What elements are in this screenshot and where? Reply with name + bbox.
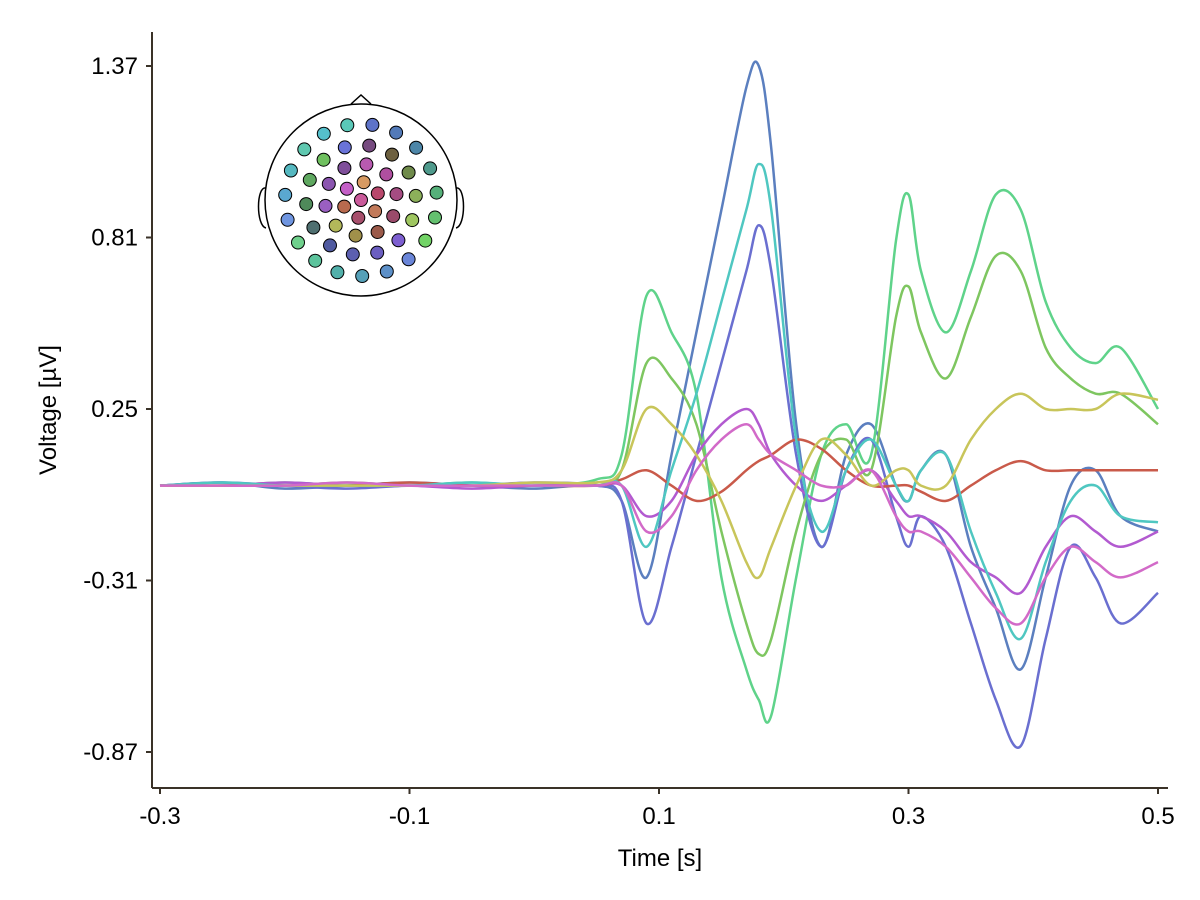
electrode-dot [348, 228, 363, 243]
electrode-dot [328, 218, 343, 233]
electrode-dot [302, 172, 317, 187]
electrode-dot [428, 210, 442, 225]
electrode-dot [418, 233, 433, 248]
electrode-dot [379, 167, 394, 182]
series-line [159, 407, 1159, 596]
x-axis-title: Time [s] [618, 845, 702, 872]
electrode-dot [339, 181, 354, 196]
head-right-ear [455, 187, 465, 229]
electrode-dot [429, 185, 444, 200]
electrode-dot [391, 233, 406, 248]
electrode-dot [297, 142, 312, 157]
electrode-dot [408, 188, 423, 203]
electrode-dot [291, 235, 305, 250]
x-ticks: -0.3 -0.1 0.1 0.3 0.5 [139, 788, 1175, 830]
electrode-dot [278, 187, 293, 202]
electrode-dot [401, 252, 416, 267]
electrode-dot [365, 117, 380, 132]
y-tick-label: 1.37 [91, 53, 138, 80]
electrode-dot [386, 209, 401, 224]
electrode-dot [337, 161, 352, 175]
electrode-dot [299, 197, 314, 212]
electrode-dot [340, 118, 355, 133]
x-tick-label: 0.3 [892, 803, 925, 830]
y-axis-title: Voltage [µV] [35, 345, 62, 475]
electrode-dot [351, 210, 366, 225]
series-line [159, 423, 1159, 626]
electrode-dot [401, 165, 416, 180]
electrodes [278, 117, 444, 283]
series-lines [159, 60, 1160, 749]
y-tick-label: 0.81 [91, 225, 138, 252]
electrode-dot [370, 186, 385, 201]
electrode-dot [337, 199, 352, 214]
electrode-dot [370, 225, 385, 239]
electrode-dot [368, 204, 383, 219]
series-line [159, 60, 1159, 671]
x-tick-label: -0.3 [139, 803, 180, 830]
electrode-dot [280, 212, 295, 227]
electrode-dot [330, 265, 345, 280]
electrode-dot [379, 264, 394, 279]
electrode-dot [370, 245, 385, 260]
electrode-dot [308, 253, 323, 268]
electrode-dot [283, 163, 298, 178]
head-left-ear [257, 187, 267, 229]
electrode-dot [389, 125, 404, 140]
topomap-inset [257, 93, 465, 297]
electrode-dot [389, 187, 404, 202]
electrode-dot [356, 175, 371, 190]
electrode-dot [306, 220, 321, 235]
electrode-dot [405, 213, 420, 228]
electrode-dot [323, 238, 337, 253]
x-tick-label: 0.5 [1141, 803, 1174, 830]
electrode-dot [345, 247, 360, 262]
electrode-dot [385, 147, 399, 162]
y-ticks: 1.37 0.81 0.25 -0.31 -0.87 [83, 53, 152, 766]
y-tick-label: 0.25 [91, 396, 138, 423]
electrode-dot [359, 157, 374, 172]
x-tick-label: -0.1 [389, 803, 430, 830]
y-tick-label: -0.31 [83, 568, 138, 595]
electrode-dot [355, 269, 370, 283]
electrode-dot [354, 193, 368, 207]
y-tick-label: -0.87 [83, 739, 138, 766]
electrode-dot [316, 126, 331, 141]
electrode-dot [337, 140, 352, 155]
electrode-dot [362, 138, 377, 153]
series-line [159, 438, 1158, 503]
electrode-dot [318, 198, 333, 213]
x-tick-label: 0.1 [642, 803, 675, 830]
electrode-dot [316, 152, 331, 167]
head-nose [350, 93, 372, 105]
electrode-dot [321, 176, 336, 191]
series-line [159, 392, 1159, 580]
electrode-dot [409, 140, 424, 155]
electrode-dot [423, 161, 438, 176]
